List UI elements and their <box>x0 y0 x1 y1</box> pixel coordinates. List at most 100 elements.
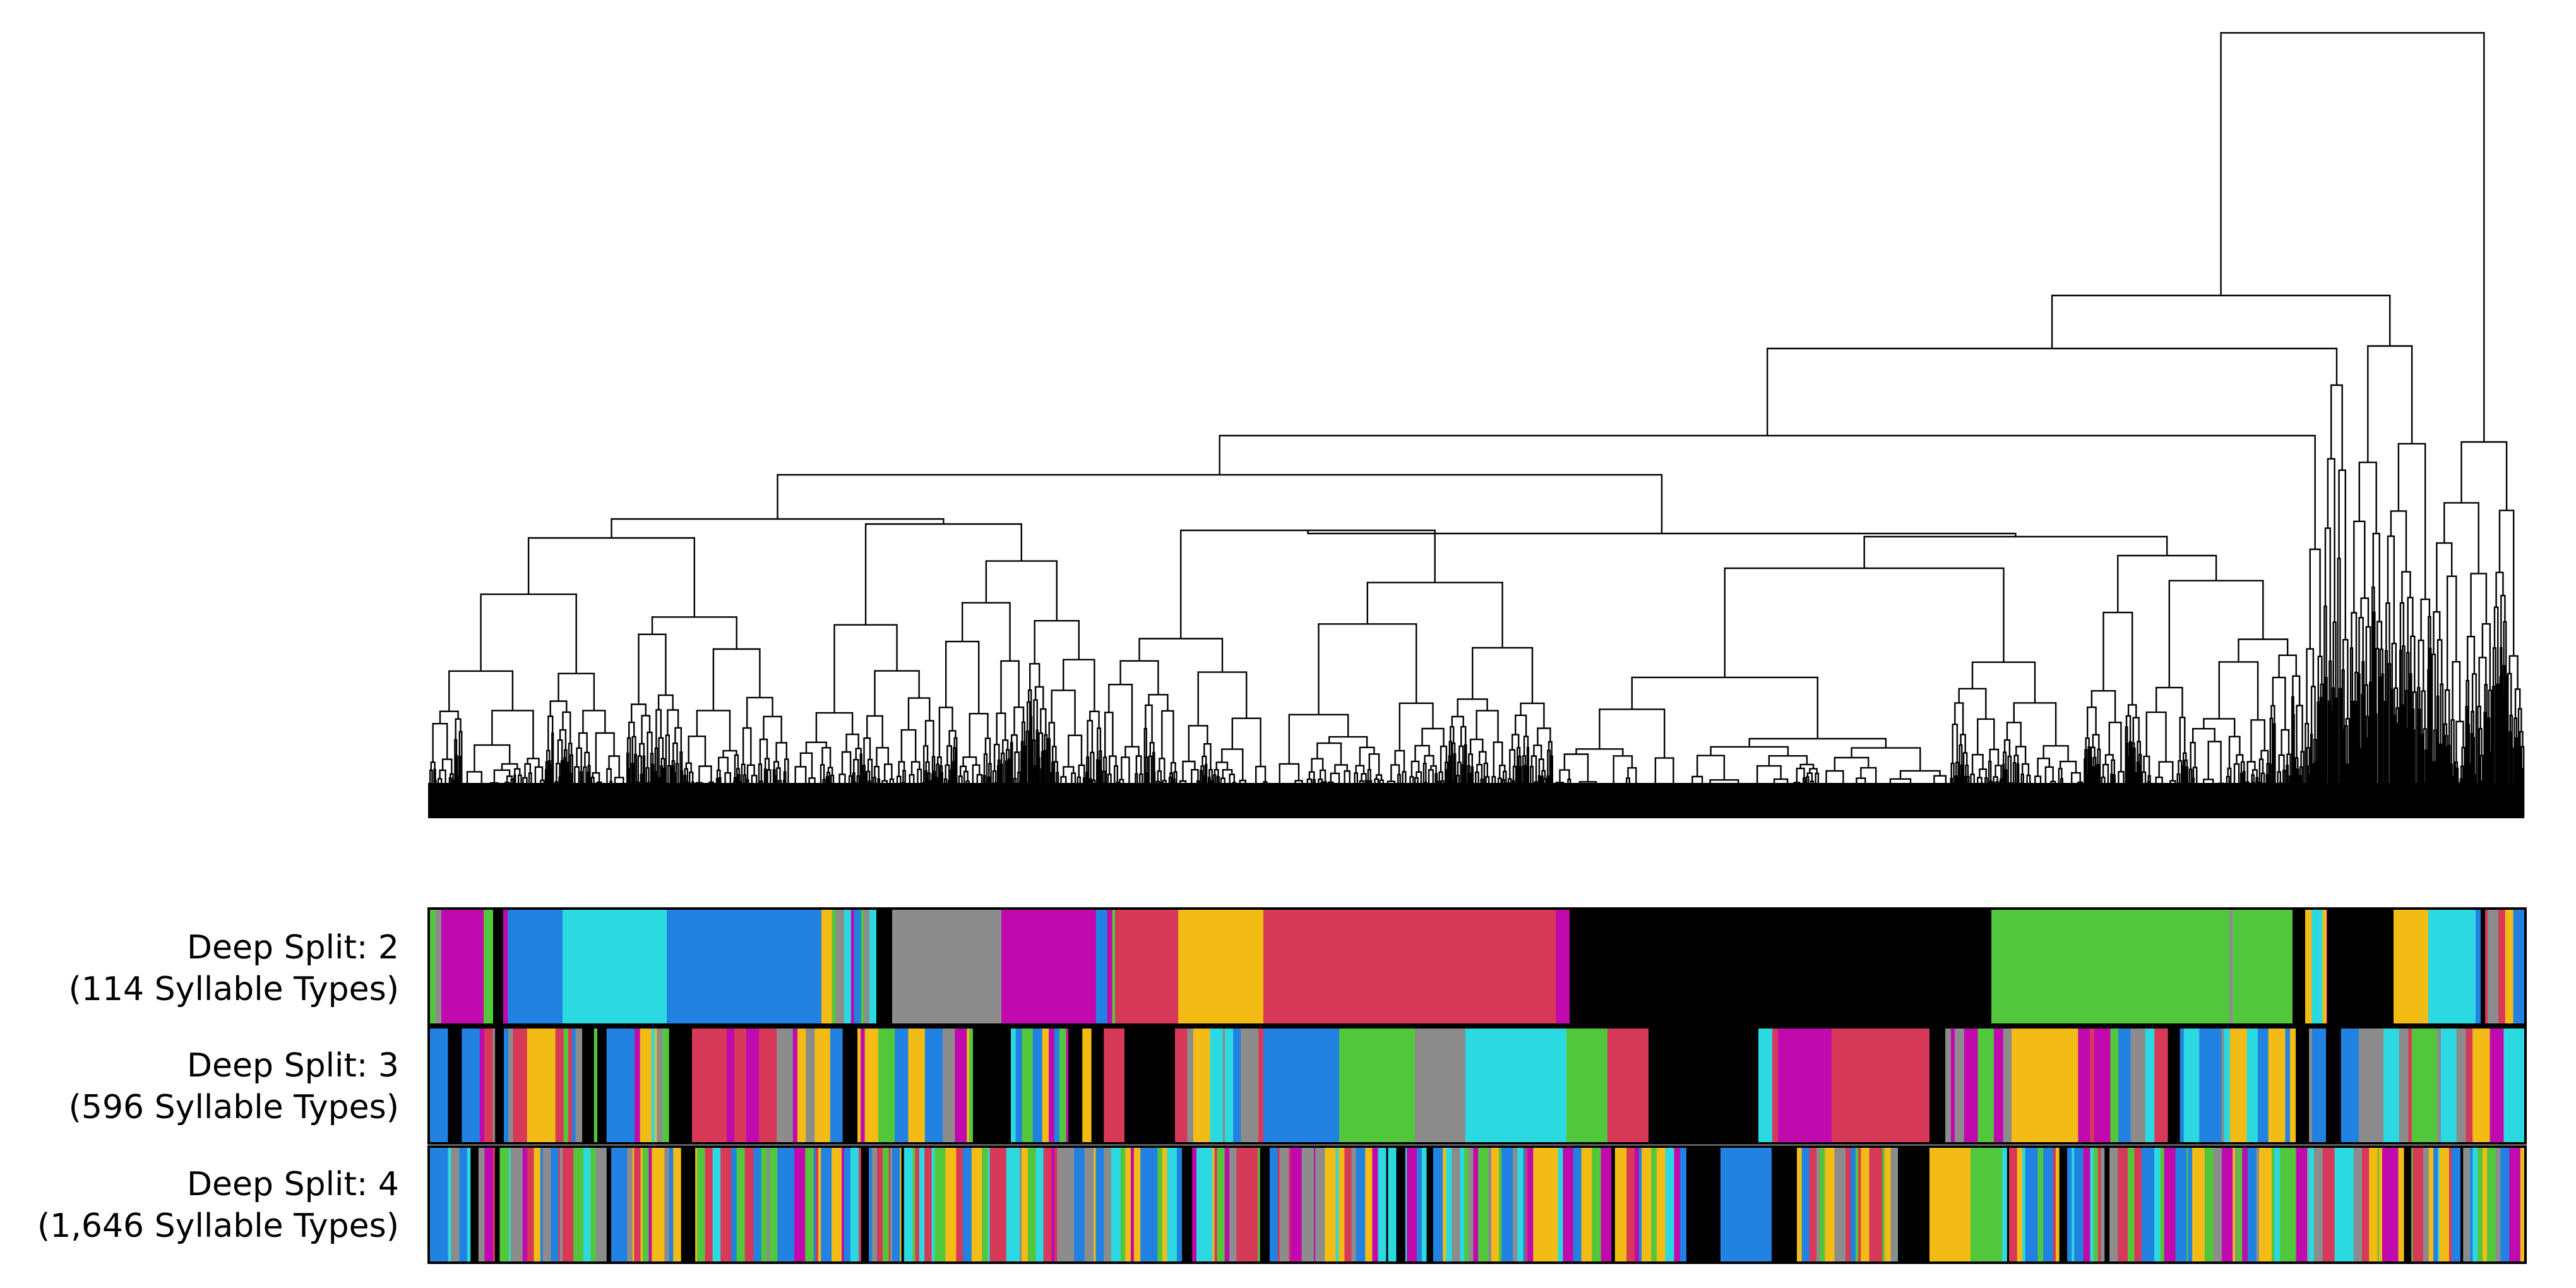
cluster-block <box>1720 1148 1772 1261</box>
cluster-block <box>1686 1148 1721 1261</box>
cluster-stripe <box>924 1148 933 1261</box>
cluster-stripe <box>642 1148 650 1261</box>
cluster-stripe <box>1481 1148 1489 1261</box>
cluster-stripe <box>1162 1148 1167 1261</box>
cluster-stripe <box>1443 1148 1446 1261</box>
cluster-stripe <box>2378 1148 2383 1261</box>
cluster-stripe <box>861 1029 866 1142</box>
cluster-stripe <box>2496 1148 2501 1261</box>
cluster-stripe <box>1977 1029 1995 1142</box>
cluster-stripe <box>982 1148 988 1261</box>
cluster-block <box>2394 910 2429 1023</box>
cluster-stripe <box>1229 1148 1237 1261</box>
cluster-stripe <box>2090 1148 2094 1261</box>
cluster-stripe <box>903 1148 913 1261</box>
cluster-stripe <box>1121 1148 1126 1261</box>
cluster-stripe <box>934 1148 946 1261</box>
cluster-stripe <box>2256 1148 2260 1261</box>
cluster-stripe <box>1051 1148 1055 1261</box>
cluster-block <box>1649 1029 1759 1142</box>
cluster-stripe <box>1082 1029 1092 1142</box>
cluster-stripe <box>563 1029 569 1142</box>
cluster-stripe <box>430 910 436 1023</box>
cluster-stripe <box>797 1029 806 1142</box>
cluster-stripe <box>1885 1148 1892 1261</box>
cluster-stripe <box>2285 1029 2291 1142</box>
cluster-stripe <box>2237 1148 2243 1261</box>
cluster-stripe <box>967 1029 970 1142</box>
cluster-stripe <box>1339 1148 1345 1261</box>
cluster-stripe <box>572 1029 576 1142</box>
cluster-stripe <box>1096 910 1108 1023</box>
cluster-stripe <box>2423 1148 2430 1261</box>
cluster-stripe <box>734 1029 747 1142</box>
cluster-stripe <box>2436 1029 2442 1142</box>
cluster-stripe <box>753 1148 762 1261</box>
cluster-stripe <box>551 1148 559 1261</box>
cluster-stripe <box>2296 1148 2308 1261</box>
cluster-stripe <box>844 910 852 1023</box>
cluster-stripe <box>1856 1148 1859 1261</box>
cluster-band-deep-split-4 <box>427 1145 2527 1264</box>
cluster-stripe <box>2199 1029 2217 1142</box>
cluster-stripe <box>2322 1148 2332 1261</box>
cluster-stripe <box>2490 1029 2505 1142</box>
cluster-stripe <box>2288 1148 2297 1261</box>
cluster-stripe <box>842 1148 845 1261</box>
cluster-stripe <box>590 1148 597 1261</box>
cluster-stripe <box>437 1148 449 1261</box>
cluster-stripe <box>919 1148 925 1261</box>
cluster-stripe <box>1011 1029 1017 1142</box>
cluster-stripe <box>777 1029 794 1142</box>
cluster-band-svg <box>430 1148 2524 1261</box>
cluster-stripe <box>806 1029 815 1142</box>
cluster-stripe <box>1478 1148 1481 1261</box>
cluster-stripe <box>1372 1148 1379 1261</box>
cluster-block <box>2293 910 2306 1023</box>
cluster-stripe <box>2136 1029 2146 1142</box>
cluster-stripe <box>2522 1029 2524 1142</box>
cluster-stripe <box>869 910 877 1023</box>
cluster-stripe <box>835 910 845 1023</box>
cluster-stripe <box>955 1029 967 1142</box>
cluster-stripe <box>2362 1148 2370 1261</box>
cluster-stripe <box>451 1148 460 1261</box>
cluster-stripe <box>1964 1029 1979 1142</box>
cluster-stripe <box>2332 1148 2335 1261</box>
cluster-stripe <box>2247 1148 2257 1261</box>
cluster-block <box>1607 1029 1649 1142</box>
cluster-stripe <box>1491 1148 1500 1261</box>
cluster-stripe <box>2274 1148 2281 1261</box>
cluster-stripe <box>1111 1148 1121 1261</box>
cluster-stripe <box>1176 1148 1183 1261</box>
row-label-title: Deep Split: 4 <box>187 1166 399 1203</box>
cluster-stripe <box>945 1148 957 1261</box>
cluster-stripe <box>2033 1148 2039 1261</box>
cluster-stripe <box>1157 1148 1160 1261</box>
cluster-stripe <box>1433 1148 1443 1261</box>
cluster-stripe <box>1642 1148 1652 1261</box>
cluster-stripe <box>1664 1148 1666 1261</box>
cluster-stripe <box>821 910 833 1023</box>
cluster-stripe <box>854 910 862 1023</box>
cluster-stripe <box>2037 1148 2044 1261</box>
cluster-stripe <box>430 1029 449 1142</box>
cluster-stripe <box>1581 1148 1592 1261</box>
cluster-stripe <box>648 1148 652 1261</box>
row-label-deep-split-3: Deep Split: 3 (596 Syllable Types) <box>0 1045 399 1128</box>
cluster-stripe <box>2134 1148 2142 1261</box>
cluster-block <box>1263 910 1551 1023</box>
cluster-stripe <box>1181 1029 1188 1142</box>
cluster-stripe <box>2326 1029 2342 1142</box>
cluster-stripe <box>2152 1148 2155 1261</box>
cluster-stripe <box>2238 910 2243 1023</box>
cluster-stripe <box>495 1029 504 1142</box>
cluster-stripe <box>2056 1148 2060 1261</box>
cluster-stripe <box>2296 1029 2310 1142</box>
cluster-stripe <box>1809 1148 1817 1261</box>
cluster-stripe <box>563 1148 574 1261</box>
cluster-stripe <box>1202 1148 1213 1261</box>
cluster-stripe <box>830 1029 844 1142</box>
cluster-stripe <box>2500 1148 2510 1261</box>
cluster-stripe <box>2311 1029 2327 1142</box>
